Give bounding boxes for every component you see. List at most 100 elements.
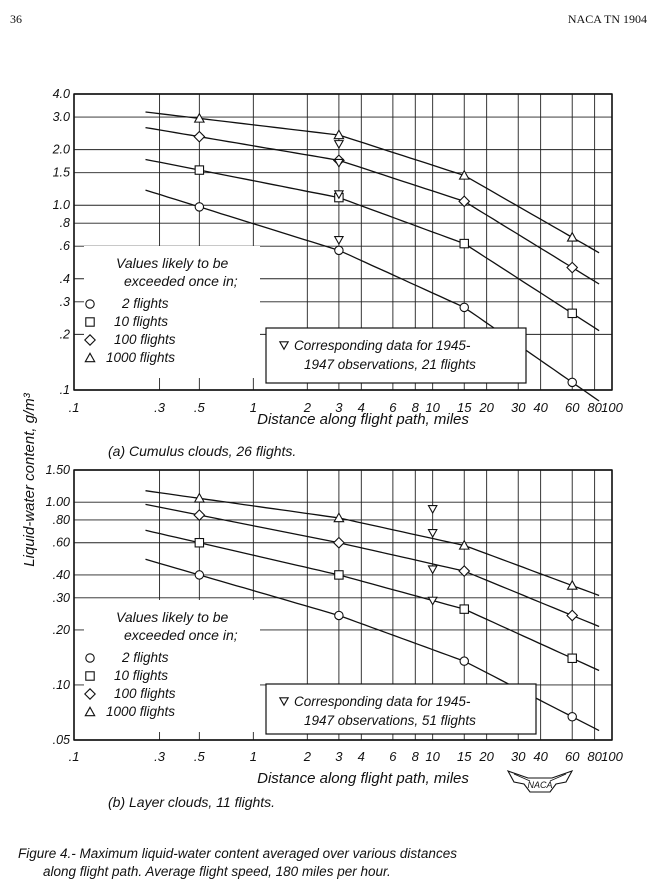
naca-logo-text: NACA (527, 780, 552, 790)
data-point-diamond (566, 261, 579, 274)
y-tick-label: .3 (60, 295, 70, 309)
x-tick-label: .5 (194, 400, 206, 415)
y-tick-label: .60 (53, 536, 70, 550)
x-tick-label: 60 (565, 749, 580, 764)
note-line-1: Corresponding data for 1945- (294, 694, 471, 709)
data-point-square (194, 537, 205, 548)
x-tick-label: 4 (358, 749, 365, 764)
legend-item: 10 flights (114, 668, 168, 683)
curve-triangle (145, 490, 600, 597)
legend: Values likely to be exceeded once in; 2 fl… (84, 600, 260, 732)
legend-marker-diamond (84, 334, 96, 346)
x-tick-label: 3 (335, 749, 343, 764)
legend-item: 10 flights (114, 314, 168, 329)
figure-caption-line-1: Figure 4.- Maximum liquid-water content … (18, 846, 457, 861)
observation-point (333, 158, 345, 168)
data-point-diamond (458, 565, 471, 578)
y-tick-label: .20 (53, 623, 70, 637)
data-point-triangle (566, 231, 578, 242)
data-point-circle (194, 202, 205, 212)
y-tick-label: .40 (53, 568, 70, 582)
x-tick-label: 15 (457, 749, 472, 764)
legend-marker-triangle (84, 352, 96, 363)
legend-marker-triangle (84, 706, 96, 717)
y-tick-label: 4.0 (53, 87, 70, 101)
chart-b-layer: .1 .3 .5 1 2 3 4 6 8 10 15 20 30 40 60 80 100 .05 .10 .20 .3… (46, 463, 624, 810)
x-tick-label: .3 (154, 749, 166, 764)
curve-diamond (145, 126, 600, 285)
note-line-1: Corresponding data for 1945- (294, 338, 471, 353)
legend-item: 100 flights (114, 686, 176, 701)
data-point-triangle (333, 512, 345, 523)
x-tick-label: 1 (250, 749, 257, 764)
observation-point (333, 236, 345, 246)
y-tick-label: .1 (60, 383, 70, 397)
y-tick-label: .8 (60, 216, 70, 230)
x-tick-label: 6 (389, 400, 397, 415)
x-tick-label: 40 (533, 400, 548, 415)
y-tick-label: .10 (53, 678, 70, 692)
data-point-circle (567, 712, 577, 722)
data-point-circle (459, 302, 469, 313)
data-point-triangle (193, 492, 205, 503)
chart-subcaption: (a) Cumulus clouds, 26 flights. (108, 443, 296, 459)
observation-point (427, 505, 438, 515)
data-point-square (567, 653, 577, 664)
x-tick-label: 80 (587, 400, 602, 415)
data-point-diamond (566, 609, 579, 622)
y-tick-label: 2.0 (52, 143, 70, 157)
legend-marker-square (85, 671, 95, 681)
x-tick-label: .1 (69, 400, 80, 415)
x-tick-label: 2 (303, 400, 312, 415)
note-line-2: 1947 observations, 21 flights (304, 357, 476, 372)
y-tick-label: .80 (53, 513, 70, 527)
legend-marker-square (85, 317, 95, 327)
naca-logo: NACA (506, 770, 574, 793)
curve-triangle (145, 111, 600, 254)
naca-wing-lines (513, 773, 567, 782)
data-point-triangle (458, 539, 470, 550)
legend-item: 2 flights (121, 296, 169, 311)
x-tick-label: 80 (587, 749, 602, 764)
curve-diamond (145, 503, 600, 628)
x-tick-label: 10 (425, 749, 440, 764)
observations-note: Corresponding data for 1945- 1947 observa… (265, 683, 537, 735)
x-axis-label: Distance along flight path, miles (257, 770, 469, 787)
data-point-triangle (458, 169, 470, 180)
x-tick-label: 10 (425, 400, 440, 415)
note-line-2: 1947 observations, 51 flights (304, 713, 476, 728)
y-tick-label: .6 (60, 239, 70, 253)
legend-title-line-2: exceeded once in; (124, 273, 238, 289)
x-tick-label: 20 (478, 400, 494, 415)
data-point-square (334, 570, 344, 580)
data-point-square (459, 604, 469, 614)
data-point-square (194, 165, 205, 175)
y-tick-label: 1.00 (46, 495, 70, 509)
x-tick-label: 15 (457, 400, 472, 415)
x-tick-label: 20 (478, 749, 494, 764)
data-point-circle (194, 570, 205, 580)
legend-marker-circle (85, 299, 95, 309)
data-point-square (459, 238, 469, 249)
legend-title-line-2: exceeded once in; (124, 627, 238, 643)
page-number: 36 (10, 12, 22, 26)
data-point-triangle (193, 112, 205, 123)
y-tick-label: 1.0 (53, 198, 70, 212)
plot-frame (73, 93, 613, 391)
data-point-diamond (193, 509, 206, 522)
x-tick-label: 1 (250, 400, 257, 415)
figure-caption-line-2: along flight path. Average flight speed,… (43, 864, 391, 879)
y-tick-label: 1.50 (46, 463, 70, 477)
legend-background (84, 246, 260, 378)
legend-item: 1000 flights (106, 350, 175, 365)
x-tick-label: 30 (511, 749, 526, 764)
legend-background (84, 600, 260, 732)
x-tick-label: 100 (601, 749, 623, 764)
data-point-diamond (332, 536, 345, 549)
data-point-circle (334, 245, 344, 256)
legend-item: 100 flights (114, 332, 176, 347)
x-tick-label: 40 (533, 749, 548, 764)
x-tick-label: 2 (303, 749, 312, 764)
x-tick-label: 6 (389, 749, 397, 764)
data-point-circle (459, 656, 469, 666)
